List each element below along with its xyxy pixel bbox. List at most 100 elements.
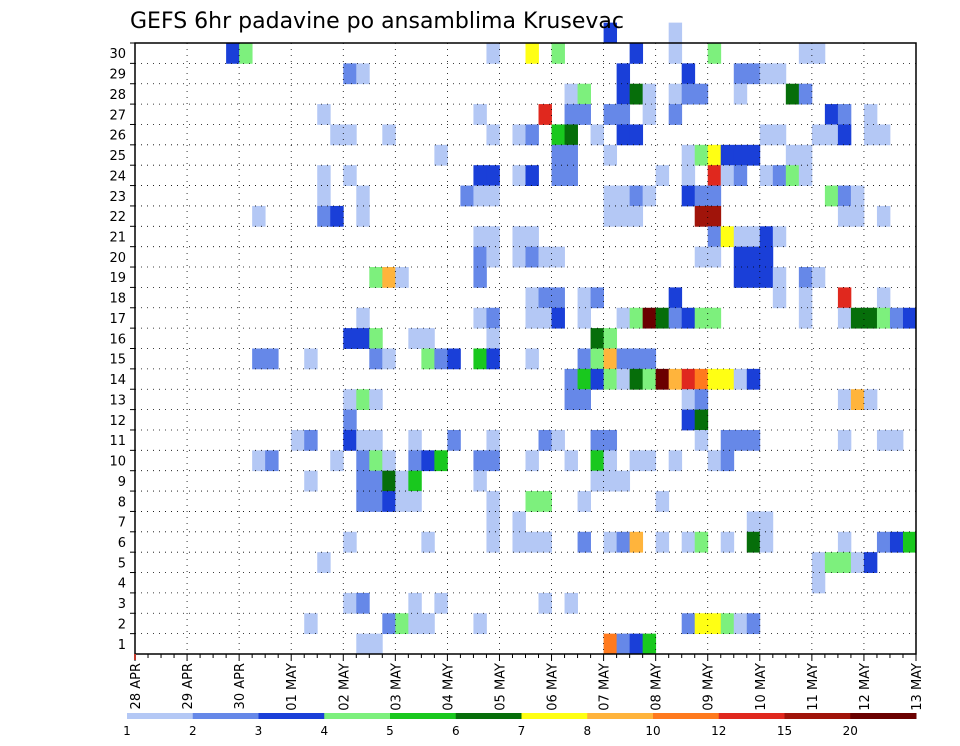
y-tick-label: 19 xyxy=(109,271,126,286)
colorbar-swatch xyxy=(718,713,785,719)
colorbar-swatch xyxy=(390,713,457,719)
heatmap-cell xyxy=(382,348,396,370)
heatmap-cell xyxy=(876,307,891,329)
heatmap-cell xyxy=(473,226,487,248)
colorbar-swatch xyxy=(587,713,654,719)
heatmap-cell xyxy=(707,307,722,329)
heatmap-cell xyxy=(577,307,591,329)
heatmap-cell xyxy=(538,429,552,451)
heatmap-cell xyxy=(525,348,539,370)
heatmap-cell xyxy=(811,552,826,573)
heatmap-cell xyxy=(408,429,422,451)
heatmap-cell xyxy=(746,531,761,553)
heatmap-cell xyxy=(694,185,709,207)
heatmap-cell xyxy=(317,552,331,573)
heatmap-cell xyxy=(486,511,500,533)
heatmap-cell xyxy=(525,124,539,146)
heatmap-cell xyxy=(252,205,266,227)
heatmap-cell xyxy=(408,592,422,614)
heatmap-cell xyxy=(785,144,800,166)
heatmap-cell xyxy=(473,470,487,492)
colorbar-swatch xyxy=(324,713,391,719)
y-tick-label: 26 xyxy=(109,129,126,144)
heatmap-cell xyxy=(603,429,618,451)
chart-title: GEFS 6hr padavine po ansamblima Krusevac xyxy=(130,9,624,34)
heatmap-cell xyxy=(551,144,565,166)
y-tick-label: 6 xyxy=(118,536,126,551)
heatmap-cell xyxy=(577,348,591,370)
heatmap-cell xyxy=(564,83,578,105)
heatmap-cell xyxy=(759,531,774,553)
heatmap-cell xyxy=(655,307,670,329)
heatmap-cell xyxy=(837,531,852,553)
y-tick-label: 4 xyxy=(118,577,126,592)
heatmap-cell xyxy=(863,307,878,329)
heatmap-cell xyxy=(863,124,878,146)
heatmap-cell xyxy=(694,409,709,431)
heatmap-cell xyxy=(629,205,644,227)
heatmap-cell xyxy=(668,287,683,309)
heatmap-cell xyxy=(395,491,409,512)
heatmap-cell xyxy=(694,531,709,553)
heatmap-cell xyxy=(356,205,370,227)
heatmap-cell xyxy=(473,267,487,288)
heatmap-cell xyxy=(746,226,761,248)
heatmap-cell xyxy=(512,124,526,146)
heatmap-cell xyxy=(486,429,500,451)
heatmap-cells xyxy=(226,22,917,655)
heatmap-cell xyxy=(304,613,318,635)
heatmap-cell xyxy=(525,491,539,512)
colorbar-label: 10 xyxy=(645,724,660,738)
heatmap-cell xyxy=(720,165,735,186)
heatmap-cell xyxy=(486,307,500,329)
heatmap-cell xyxy=(707,450,722,472)
heatmap-cell xyxy=(317,185,331,207)
y-tick-label: 13 xyxy=(109,393,126,408)
y-tick-label: 10 xyxy=(109,455,126,470)
heatmap-cell xyxy=(343,124,357,146)
heatmap-cell xyxy=(876,429,891,451)
heatmap-cell xyxy=(603,368,618,390)
heatmap-cell xyxy=(811,267,826,288)
y-tick-label: 2 xyxy=(118,618,126,633)
heatmap-cell xyxy=(603,22,618,44)
heatmap-cell xyxy=(369,348,383,370)
heatmap-cell xyxy=(564,165,578,186)
heatmap-cell xyxy=(694,368,709,390)
heatmap-cell xyxy=(525,43,539,64)
colorbar-label: 20 xyxy=(843,724,858,738)
x-tick-label: 01 MAY xyxy=(285,663,300,711)
heatmap-cell xyxy=(343,429,357,451)
heatmap-cell xyxy=(837,429,852,451)
heatmap-cell xyxy=(356,185,370,207)
x-tick-label: 29 APR xyxy=(181,663,196,709)
heatmap-cell xyxy=(369,267,383,288)
heatmap-cell xyxy=(694,613,709,635)
heatmap-cell xyxy=(759,124,774,146)
heatmap-cell xyxy=(564,124,578,146)
heatmap-cell xyxy=(356,450,370,472)
heatmap-cell xyxy=(694,429,709,451)
heatmap-cell xyxy=(265,348,279,370)
heatmap-cell xyxy=(252,450,266,472)
heatmap-cell xyxy=(577,491,591,512)
heatmap-cell xyxy=(317,104,331,125)
heatmap-cell xyxy=(681,307,696,329)
y-tick-label: 20 xyxy=(109,251,126,266)
heatmap-cell xyxy=(616,63,631,85)
heatmap-cell xyxy=(850,389,865,410)
heatmap-cell xyxy=(902,531,917,553)
heatmap-cell xyxy=(616,531,631,553)
heatmap-cell xyxy=(889,307,904,329)
heatmap-cell xyxy=(564,368,578,390)
heatmap-cell xyxy=(538,531,552,553)
heatmap-cell xyxy=(720,144,735,166)
heatmap-cell xyxy=(590,348,604,370)
y-tick-label: 16 xyxy=(109,332,126,347)
colorbar-label: 4 xyxy=(320,724,328,738)
heatmap-cell xyxy=(304,429,318,451)
heatmap-cell xyxy=(551,429,565,451)
heatmap-cell xyxy=(473,348,487,370)
heatmap-cell xyxy=(343,409,357,431)
